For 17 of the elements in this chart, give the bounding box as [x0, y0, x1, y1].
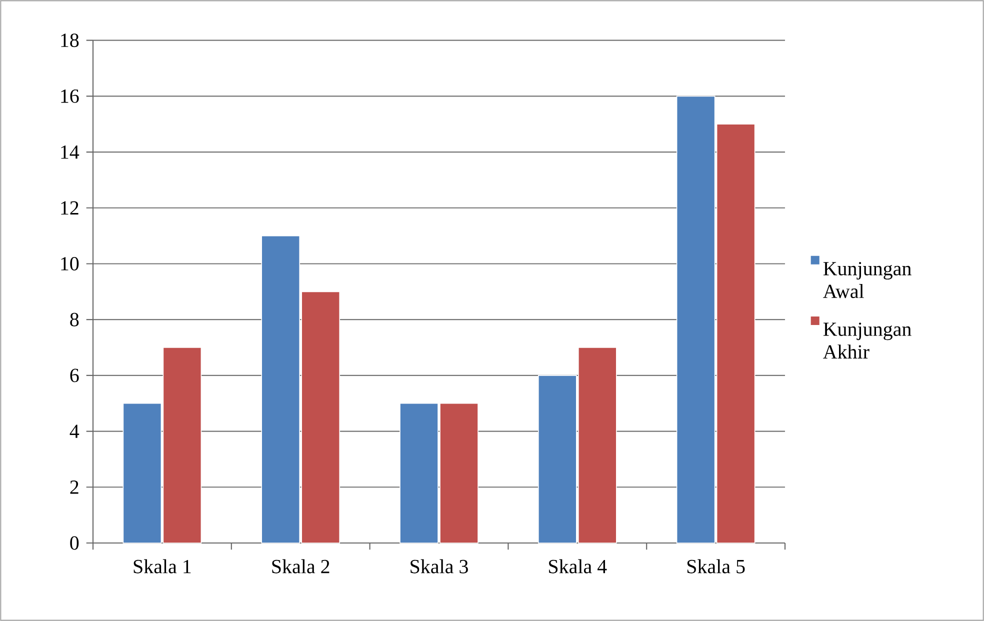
y-tick-label: 6	[70, 368, 79, 382]
x-tick-label: Skala 2	[272, 559, 330, 574]
legend-label: Kunjungan Akhir	[823, 322, 912, 358]
y-tick-label: 10	[61, 256, 79, 270]
y-tick-label: 18	[61, 34, 79, 48]
y-tick-label: 12	[61, 201, 78, 215]
legend-label: Kunjungan Awal	[823, 262, 912, 298]
y-tick-label: 14	[61, 145, 80, 159]
y-tick-label: 4	[70, 424, 80, 438]
x-tick-label: Skala 1	[134, 559, 191, 574]
x-tick-label: Skala 4	[549, 559, 607, 574]
y-tick-label: 16	[61, 89, 79, 103]
y-tick-label: 2	[70, 480, 78, 494]
x-tick-label: Skala 5	[687, 559, 745, 574]
y-tick-label: 0	[70, 536, 79, 550]
y-tick-label: 8	[70, 312, 79, 326]
x-tick-label: Skala 3	[410, 559, 468, 574]
